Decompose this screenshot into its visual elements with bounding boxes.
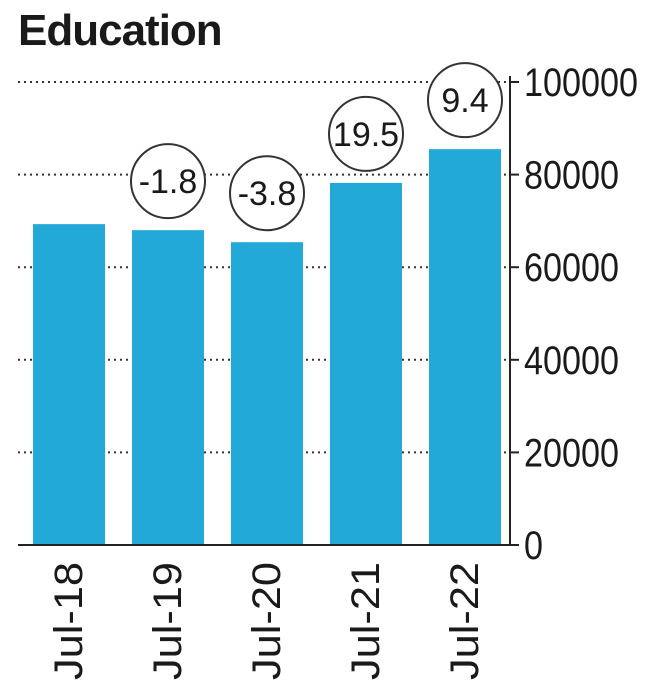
growth-badge-circle <box>328 95 404 172</box>
growth-badge-circle <box>229 155 305 232</box>
growth-label: -3.8 <box>238 175 297 213</box>
x-tick-label: Jul-18 <box>47 562 91 680</box>
x-tick-label: Jul-22 <box>443 562 487 680</box>
x-tick-label: Jul-21 <box>344 562 388 680</box>
y-tick-label: 100000 <box>524 61 638 105</box>
bar-jul-22 <box>429 149 501 545</box>
bars <box>33 149 501 546</box>
growth-badges: -1.8 -3.8 19.5 9.4 <box>130 62 503 232</box>
bar-jul-20 <box>231 242 303 545</box>
x-tick-labels: Jul-18 Jul-19 Jul-20 Jul-21 Jul-22 <box>47 562 487 680</box>
y-tick-label: 20000 <box>524 431 619 475</box>
growth-label: -1.8 <box>139 163 198 201</box>
y-tick-label: 0 <box>524 524 543 568</box>
x-tick-label: Jul-20 <box>245 562 289 680</box>
bar-jul-19 <box>132 230 204 545</box>
growth-label: 9.4 <box>441 82 488 120</box>
bar-jul-18 <box>33 224 105 546</box>
x-tick-label: Jul-19 <box>146 562 190 680</box>
chart-title: Education <box>18 6 223 55</box>
y-tick-labels: 0 20000 40000 60000 80000 100000 <box>524 61 638 568</box>
y-tick-label: 40000 <box>524 339 619 383</box>
bar-jul-21 <box>330 182 402 545</box>
y-tick-label: 60000 <box>524 246 619 290</box>
growth-label: 19.5 <box>333 116 399 154</box>
growth-badge-circle <box>130 143 206 220</box>
axes <box>18 76 519 546</box>
growth-badge-circle <box>427 62 503 139</box>
y-tick-label: 80000 <box>524 154 619 198</box>
